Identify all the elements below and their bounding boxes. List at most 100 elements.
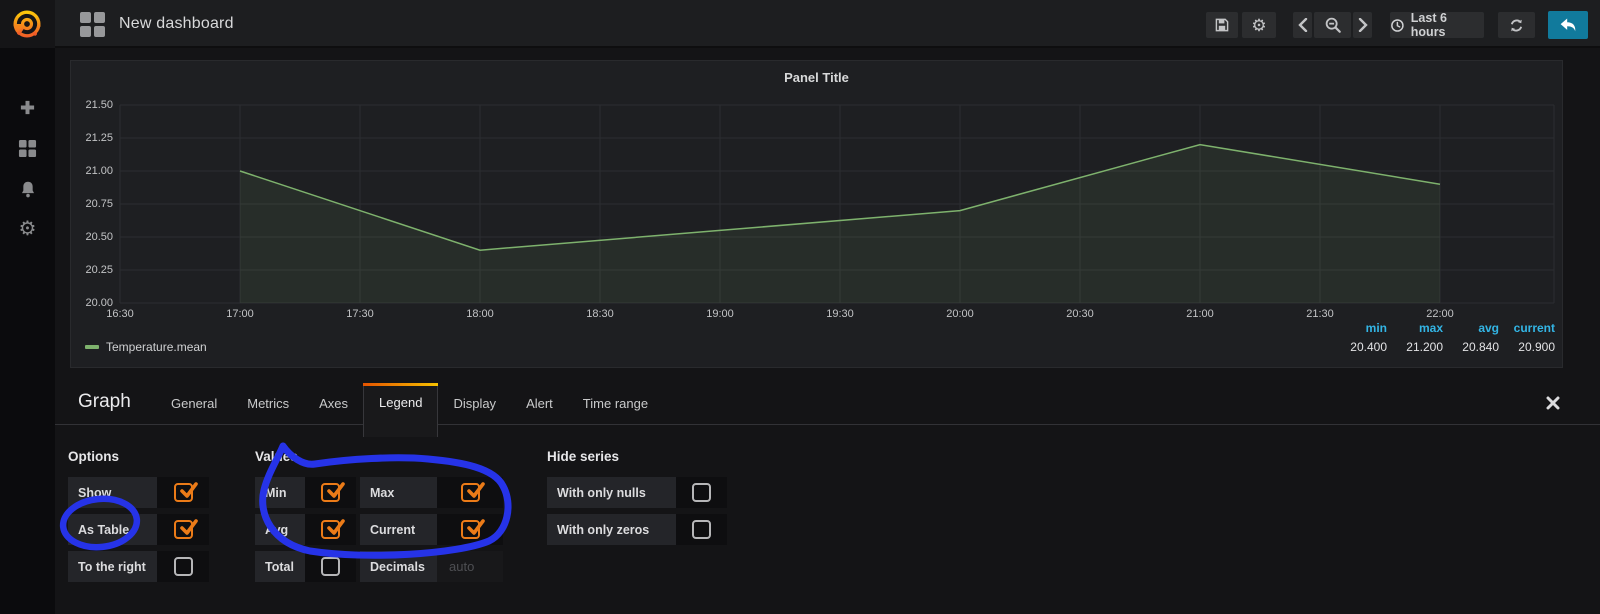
x-tick-label: 16:30 [106, 308, 134, 320]
to-the-right-checkbox-cell [157, 551, 209, 582]
chevron-right-icon [1358, 18, 1368, 32]
graph-panel: Panel Title 20.00 20.25 20.50 20.75 21.00 21.… [70, 60, 1563, 368]
x-tick-label: 20:00 [946, 308, 974, 320]
stat-value-avg: 20.840 [1462, 340, 1499, 354]
x-tick-label: 18:00 [466, 308, 494, 320]
back-arrow-icon [1560, 18, 1576, 32]
tab-general[interactable]: General [156, 383, 232, 425]
bell-icon [21, 181, 34, 197]
max-checkbox[interactable] [460, 482, 485, 502]
hide-row-zeros: With only zeros [547, 514, 727, 545]
y-tick-label: 20.75 [85, 198, 113, 210]
tab-label: Legend [379, 395, 423, 410]
max-checkbox-cell [437, 477, 503, 508]
time-range-label: Last 6 hours [1410, 11, 1447, 39]
x-tick-label: 20:30 [1066, 308, 1094, 320]
current-label[interactable]: Current [360, 514, 437, 545]
legend-stats-table: min 20.400 max 21.200 avg 20.840 current… [1331, 321, 1555, 354]
tab-alert[interactable]: Alert [511, 383, 568, 425]
value-row-max: Max [360, 477, 503, 508]
as-table-checkbox[interactable] [173, 519, 198, 539]
sidebar-item-configuration[interactable]: ⚙ [0, 212, 55, 246]
stat-header-current[interactable]: current [1513, 321, 1555, 335]
avg-checkbox[interactable] [321, 519, 345, 539]
with-only-zeros-checkbox[interactable] [692, 520, 711, 539]
with-only-zeros-label[interactable]: With only zeros [547, 514, 676, 545]
avg-label[interactable]: Avg [255, 514, 305, 545]
current-checkbox[interactable] [460, 519, 485, 539]
stat-min-column: min 20.400 [1331, 321, 1387, 354]
refresh-icon [1510, 19, 1523, 31]
dashboard-settings-button[interactable]: ⚙ [1242, 12, 1276, 38]
min-label[interactable]: Min [255, 477, 305, 508]
top-navbar: New dashboard ⚙ [0, 0, 1600, 48]
legend-series-item[interactable]: Temperature.mean [85, 340, 207, 354]
x-tick-label: 17:30 [346, 308, 374, 320]
sidebar-item-alerting[interactable] [0, 172, 55, 206]
with-only-nulls-checkbox[interactable] [692, 483, 711, 502]
sidebar-item-dashboards[interactable] [0, 131, 55, 165]
as-table-label[interactable]: As Table [68, 514, 157, 545]
show-checkbox[interactable] [173, 482, 198, 502]
value-row-avg: Avg [255, 514, 356, 545]
zoom-out-icon [1325, 17, 1341, 33]
y-tick-label: 21.50 [85, 99, 113, 111]
total-label[interactable]: Total [255, 551, 305, 582]
sidebar-item-create[interactable] [0, 90, 55, 124]
option-row-as-table: As Table [68, 514, 209, 545]
option-row-to-the-right: To the right [68, 551, 209, 582]
zoom-out-button[interactable] [1314, 12, 1351, 38]
stat-header-max[interactable]: max [1418, 321, 1443, 335]
x-tick-label: 21:30 [1306, 308, 1334, 320]
y-axis-labels: 20.00 20.25 20.50 20.75 21.00 21.25 21.50 [73, 61, 113, 321]
close-editor-button[interactable] [1546, 396, 1560, 415]
to-the-right-label[interactable]: To the right [68, 551, 157, 582]
series-color-dash-icon [85, 345, 99, 349]
stat-value-current: 20.900 [1518, 340, 1555, 354]
dashboard-grid-icon [80, 11, 105, 37]
value-row-min: Min [255, 477, 356, 508]
options-heading: Options [68, 449, 119, 464]
tab-label: Time range [582, 396, 649, 411]
stat-header-min[interactable]: min [1365, 321, 1387, 335]
tab-time-range[interactable]: Time range [568, 383, 663, 425]
save-icon [1215, 18, 1229, 32]
dashboard-title-group: New dashboard [80, 0, 234, 48]
refresh-button[interactable] [1498, 12, 1535, 38]
show-label[interactable]: Show [68, 477, 157, 508]
tab-axes[interactable]: Axes [304, 383, 363, 425]
back-to-dashboard-button[interactable] [1548, 11, 1588, 39]
decimals-input[interactable] [437, 551, 503, 582]
avg-checkbox-cell [305, 514, 356, 545]
with-only-nulls-label[interactable]: With only nulls [547, 477, 676, 508]
max-label[interactable]: Max [360, 477, 437, 508]
panel-title[interactable]: Panel Title [784, 70, 849, 85]
total-checkbox[interactable] [321, 557, 340, 576]
x-tick-label: 22:00 [1426, 308, 1454, 320]
time-range-picker[interactable]: Last 6 hours [1390, 11, 1484, 39]
time-shift-forward-button[interactable] [1353, 12, 1372, 38]
time-series-chart[interactable] [71, 61, 1562, 367]
stat-avg-column: avg 20.840 [1443, 321, 1499, 354]
grafana-logo-icon[interactable] [9, 6, 45, 42]
min-checkbox[interactable] [321, 482, 345, 502]
tab-metrics[interactable]: Metrics [232, 383, 304, 425]
x-tick-label: 21:00 [1186, 308, 1214, 320]
time-shift-back-button[interactable] [1293, 12, 1312, 38]
hide-row-nulls: With only nulls [547, 477, 727, 508]
save-dashboard-button[interactable] [1206, 12, 1238, 38]
stat-value-min: 20.400 [1350, 340, 1387, 354]
stat-header-avg[interactable]: avg [1478, 321, 1499, 335]
with-only-zeros-checkbox-cell [676, 514, 727, 545]
current-checkbox-cell [437, 514, 503, 545]
close-icon [1546, 396, 1560, 410]
to-the-right-checkbox[interactable] [173, 557, 193, 576]
x-tick-label: 17:00 [226, 308, 254, 320]
tab-legend[interactable]: Legend [363, 383, 439, 437]
panel-editor-tabbar: Graph General Metrics Axes Legend Displa… [55, 383, 1600, 437]
y-tick-label: 21.00 [85, 165, 113, 177]
value-row-decimals: Decimals [360, 551, 503, 582]
tab-label: General [171, 396, 218, 411]
tab-display[interactable]: Display [438, 383, 511, 425]
option-row-show: Show [68, 477, 209, 508]
